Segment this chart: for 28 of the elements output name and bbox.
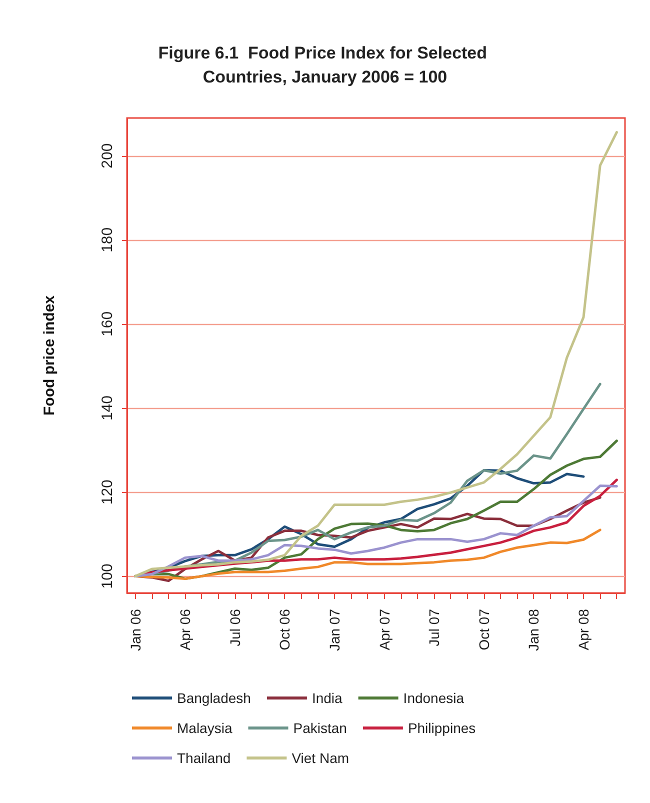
y-tick-label: 120: [99, 480, 116, 505]
x-tick-label: Jan 06: [127, 608, 144, 652]
y-tick-label: 200: [99, 143, 116, 168]
y-tick-label: 180: [99, 227, 116, 252]
legend-label: Indonesia: [403, 690, 464, 706]
y-tick-label: 160: [99, 311, 116, 336]
x-tick-label: Jul 06: [226, 608, 243, 646]
line-series: [134, 528, 602, 580]
x-tick-label: Jan 07: [326, 608, 342, 652]
x-tick-label: Apr 06: [177, 608, 194, 650]
y-axis-title: Food price index: [41, 294, 58, 416]
legend-label: India: [312, 690, 343, 706]
legend-label: Bangladesh: [177, 690, 251, 706]
legend-label: Thailand: [177, 750, 231, 766]
x-tick-label: Jul 07: [426, 608, 442, 646]
y-tick-label: 140: [99, 396, 116, 421]
chart-title: Figure 6.1 Food Price Index for Selected Countries, January 2006 = 100: [158, 44, 492, 86]
legend-label: Viet Nam: [292, 750, 350, 766]
legend-label: Pakistan: [293, 720, 347, 736]
line-series: [134, 131, 618, 578]
x-tick-label: Apr 07: [376, 608, 392, 650]
x-tick-label: Oct 07: [476, 608, 492, 650]
legend-label: Philippines: [408, 720, 476, 736]
y-tick-label: 100: [99, 564, 116, 589]
x-tick-label: Oct 06: [276, 608, 293, 650]
legend-label: Malaysia: [177, 720, 232, 736]
x-tick-label: Apr 08: [576, 608, 592, 650]
x-tick-label: Jan 08: [526, 608, 542, 652]
